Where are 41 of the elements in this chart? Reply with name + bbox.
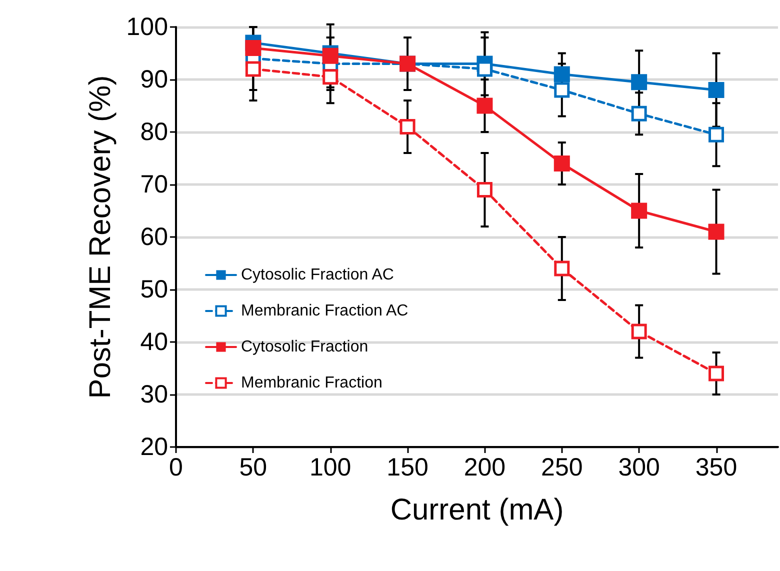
point — [322, 69, 338, 85]
x-tick-label: 150 — [386, 454, 428, 482]
legend-label: Cytosolic Fraction — [241, 338, 368, 356]
x-axis-title: Current (mA) — [390, 494, 564, 526]
point — [554, 82, 570, 98]
x-tick-label: 250 — [541, 454, 583, 482]
x-tick-label: 200 — [464, 454, 506, 482]
y-tick-label: 50 — [140, 276, 168, 304]
point — [476, 61, 492, 77]
point — [708, 82, 724, 98]
point — [245, 40, 262, 56]
point — [554, 156, 570, 172]
point — [476, 182, 492, 198]
point — [631, 106, 647, 122]
point — [554, 66, 570, 82]
point — [631, 74, 648, 90]
y-tick-label: 20 — [140, 433, 168, 461]
point — [631, 324, 647, 340]
x-tick-label: 300 — [618, 454, 660, 482]
point — [708, 224, 724, 240]
y-tick-label: 30 — [140, 380, 168, 408]
x-tick-label: 0 — [169, 454, 183, 482]
y-tick-label: 70 — [140, 170, 168, 198]
y-tick-label: 100 — [126, 13, 168, 41]
legend-label: Cytosolic Fraction AC — [241, 266, 394, 284]
y-axis-title: Post-TME Recovery (%) — [84, 75, 117, 399]
point — [631, 202, 648, 219]
point — [554, 260, 570, 276]
x-tick-label: 100 — [310, 454, 352, 482]
legend-label: Membranic Fraction — [241, 374, 382, 392]
point — [476, 98, 493, 114]
y-tick-label: 40 — [140, 328, 168, 356]
point — [245, 61, 261, 77]
point — [708, 366, 724, 382]
point — [400, 119, 416, 134]
legend-label: Membranic Fraction AC — [241, 302, 408, 320]
y-tick-label: 80 — [140, 118, 168, 146]
x-tick-label: 50 — [239, 454, 268, 482]
y-tick-label: 60 — [140, 223, 168, 251]
x-tick-label: 350 — [695, 454, 738, 482]
y-tick-label: 90 — [140, 66, 168, 94]
